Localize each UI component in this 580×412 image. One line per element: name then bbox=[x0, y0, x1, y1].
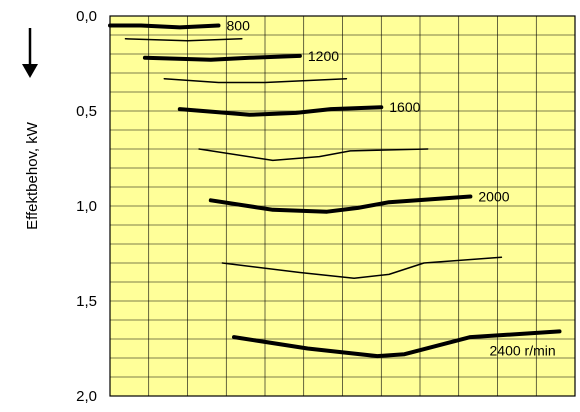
series-labels: 800 1200 1600 2000 2400 r/min bbox=[227, 18, 556, 359]
series-label: 800 bbox=[227, 18, 251, 34]
plot-frame bbox=[109, 15, 576, 397]
series-line bbox=[163, 77, 348, 84]
y-axis-label: Effektbehov, kW bbox=[24, 121, 41, 230]
down-arrow-icon bbox=[22, 28, 38, 78]
y-axis: 0,0 0,5 1,0 1,5 2,0 bbox=[76, 8, 97, 405]
series-label: 1200 bbox=[308, 48, 339, 64]
series-line bbox=[198, 148, 429, 162]
y-tick-label: 1,0 bbox=[76, 198, 97, 215]
grid bbox=[110, 16, 575, 396]
series-line bbox=[221, 256, 503, 279]
series-line bbox=[208, 194, 473, 214]
series-group bbox=[108, 23, 562, 359]
y-tick-label: 2,0 bbox=[76, 388, 97, 405]
series-line bbox=[108, 23, 221, 30]
series-line bbox=[232, 329, 562, 359]
y-tick-label: 0,5 bbox=[76, 103, 97, 120]
series-line bbox=[177, 105, 384, 117]
y-tick-label: 1,5 bbox=[76, 293, 97, 310]
series-label: 1600 bbox=[389, 99, 420, 115]
series-label: 2400 r/min bbox=[490, 342, 556, 358]
series-line bbox=[124, 38, 243, 42]
series-label: 2000 bbox=[478, 189, 509, 205]
y-tick-label: 0,0 bbox=[76, 8, 97, 25]
series-line bbox=[142, 53, 302, 62]
